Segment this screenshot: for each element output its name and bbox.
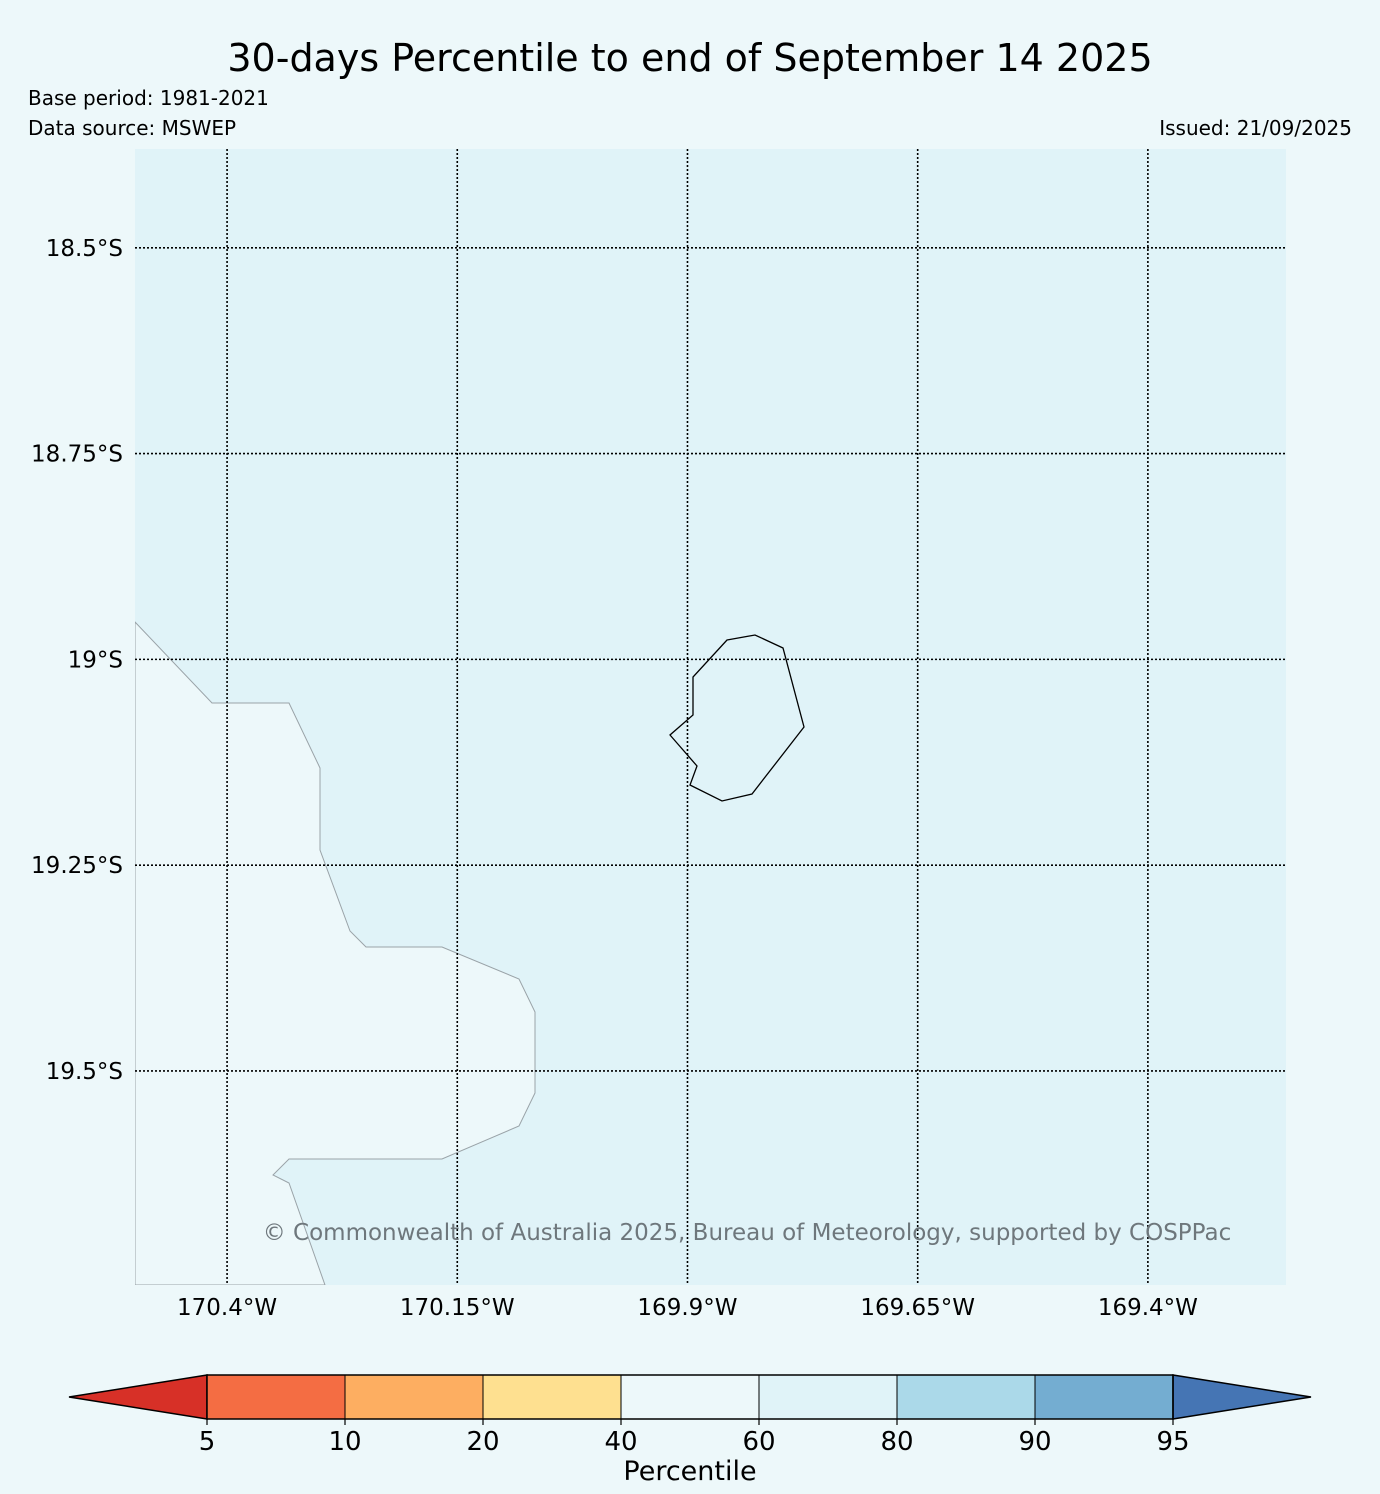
lat-tick-label: 19.5°S <box>46 1059 123 1085</box>
colorbar-tick-label: 90 <box>1018 1427 1051 1457</box>
colorbar-tick-label: 20 <box>466 1427 499 1457</box>
colorbar-segment <box>620 1374 760 1420</box>
map-area: © Commonwealth of Australia 2025, Bureau… <box>135 149 1286 1285</box>
colorbar: 5 10 20 40 60 80 90 95 <box>68 1374 1312 1457</box>
colorbar-tick-label: 10 <box>328 1427 361 1457</box>
data-source-text: Data source: MSWEP <box>28 116 237 140</box>
colorbar-segment <box>344 1374 484 1420</box>
graticule <box>135 149 1286 1285</box>
colorbar-segment <box>1034 1374 1174 1420</box>
base-period-text: Base period: 1981-2021 <box>28 86 269 110</box>
colorbar-tick-label: 60 <box>742 1427 775 1457</box>
colorbar-segment <box>482 1374 622 1420</box>
issued-text: Issued: 21/09/2025 <box>1159 116 1352 140</box>
lower-percentile-region <box>135 621 536 1285</box>
lat-tick-label: 18.5°S <box>46 236 123 262</box>
lat-tick-label: 19.25°S <box>31 853 123 879</box>
lon-tick-label: 169.65°W <box>860 1295 975 1321</box>
colorbar-tick-label: 40 <box>604 1427 637 1457</box>
colorbar-frame <box>206 1374 1174 1420</box>
colorbar-max-extension <box>1172 1374 1312 1420</box>
colorbar-tick-label: 80 <box>880 1427 913 1457</box>
colorbar-tick-label: 5 <box>199 1427 216 1457</box>
colorbar-min-extension <box>68 1374 208 1420</box>
copyright-text: © Commonwealth of Australia 2025, Bureau… <box>263 1220 1232 1246</box>
island-coastline <box>669 634 805 802</box>
lon-tick-label: 169.4°W <box>1098 1295 1198 1321</box>
colorbar-segment <box>896 1374 1036 1420</box>
map-title: 30-days Percentile to end of September 1… <box>227 36 1153 80</box>
colorbar-label: Percentile <box>623 1456 756 1487</box>
lon-tick-label: 170.4°W <box>177 1295 277 1321</box>
lat-tick-label: 19°S <box>68 647 123 673</box>
latitude-labels: 18.5°S 18.75°S 19°S 19.25°S 19.5°S <box>31 236 123 1085</box>
lat-tick-label: 18.75°S <box>31 442 123 468</box>
colorbar-tick-label: 95 <box>1156 1427 1189 1457</box>
colorbar-segment <box>206 1374 346 1420</box>
longitude-labels: 170.4°W 170.15°W 169.9°W 169.65°W 169.4°W <box>177 1295 1198 1321</box>
lon-tick-label: 169.9°W <box>637 1295 737 1321</box>
lon-tick-label: 170.15°W <box>400 1295 515 1321</box>
colorbar-segment <box>758 1374 898 1420</box>
